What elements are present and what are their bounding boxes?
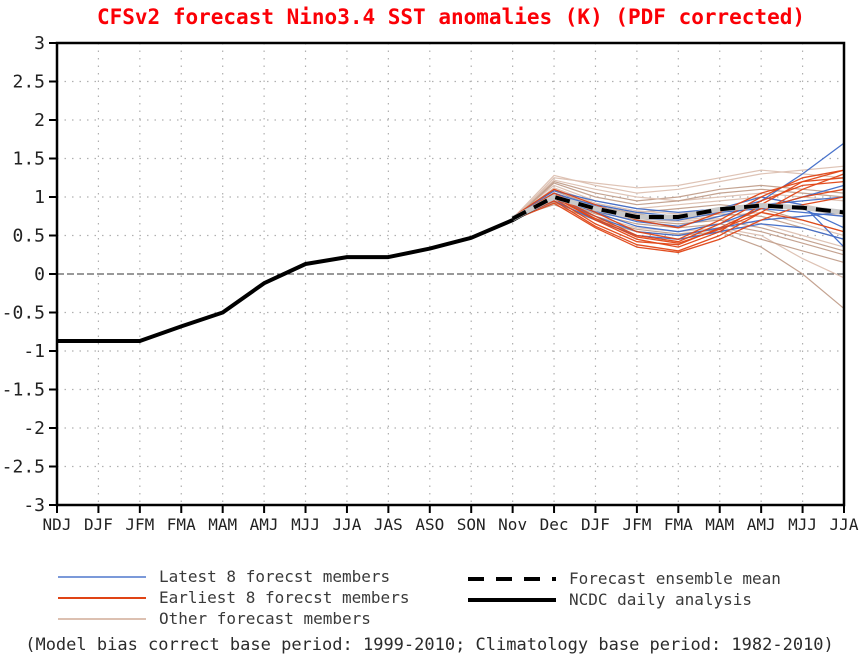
legend-item-ncdc-analysis: NCDC daily analysis [467, 589, 781, 610]
legend-item-earliest-members: Earliest 8 forecst members [57, 587, 409, 608]
legend-label: Forecast ensemble mean [569, 569, 781, 588]
legend-item-latest-members: Latest 8 forecst members [57, 566, 409, 587]
y-tick-label: 2.5 [12, 72, 45, 93]
legend-item-ensemble-mean: Forecast ensemble mean [467, 568, 781, 589]
y-tick-label: 1.5 [12, 149, 45, 170]
earliest-member-line [512, 173, 845, 252]
legend-label: Other forecast members [159, 609, 371, 628]
y-tick-label: -0.5 [2, 303, 45, 324]
x-tick-label: MJJ [291, 515, 320, 534]
other-member-line [512, 165, 845, 220]
y-tick-label: -1.5 [2, 380, 45, 401]
x-tick-label: AMJ [747, 515, 776, 534]
x-tick-label: DJF [84, 515, 113, 534]
legend: Latest 8 forecst members Earliest 8 fore… [0, 566, 859, 632]
y-tick-label: -3 [23, 495, 45, 516]
y-tick-label: 0.5 [12, 226, 45, 247]
x-tick-label: ASO [415, 515, 444, 534]
legend-left-column: Latest 8 forecst members Earliest 8 fore… [57, 566, 409, 629]
y-tick-label: 2 [34, 110, 45, 131]
x-tick-label: AMJ [250, 515, 279, 534]
legend-label: Latest 8 forecst members [159, 567, 391, 586]
y-tick-label: 3 [34, 33, 45, 54]
x-tick-label: NDJ [43, 515, 72, 534]
x-tick-label: MAM [208, 515, 237, 534]
ncdc-analysis-line [57, 195, 556, 343]
x-tick-label: MJJ [788, 515, 817, 534]
legend-item-other-members: Other forecast members [57, 608, 409, 629]
other-members-line-sample [58, 617, 146, 620]
x-tick-label: JFM [125, 515, 154, 534]
earliest-members-line-sample [58, 596, 146, 599]
earliest-member-line [512, 196, 845, 244]
legend-label: NCDC daily analysis [569, 590, 753, 609]
x-tick-label: JJA [830, 515, 859, 534]
earliest-member-line [512, 188, 845, 246]
legend-right-column: Forecast ensemble mean NCDC daily analys… [467, 568, 781, 610]
other-member-line [512, 180, 845, 220]
earliest-member-line [512, 196, 845, 254]
y-tick-label: 1 [34, 187, 45, 208]
x-tick-label: FMA [167, 515, 196, 534]
plot-border [55, 41, 846, 507]
ensemble-mean-line [511, 194, 845, 221]
x-tick-label: SON [457, 515, 486, 534]
chart-title: CFSv2 forecast Nino3.4 SST anomalies (K)… [96, 5, 805, 29]
legend-label: Earliest 8 forecst members [159, 588, 410, 607]
x-tick-label: JFM [622, 515, 651, 534]
latest-member-line [512, 192, 845, 248]
y-tick-label: -2.5 [2, 457, 45, 478]
other-member-line [512, 182, 845, 221]
x-tick-label: Nov [498, 515, 527, 534]
base-period-note: (Model bias correct base period: 1999-20… [25, 635, 834, 655]
x-tick-label: JJA [332, 515, 361, 534]
latest-members-line-sample [58, 575, 146, 578]
ncdc-analysis-line-sample [468, 597, 556, 602]
y-tick-label: -2 [23, 418, 45, 439]
earliest-member-line [512, 177, 845, 229]
x-tick-label: MAM [705, 515, 734, 534]
y-tick-label: 0 [34, 264, 45, 285]
x-tick-label: Dec [540, 515, 569, 534]
x-tick-label: JAS [374, 515, 403, 534]
ensemble-mean-line-sample [468, 576, 556, 581]
other-member-line [512, 169, 845, 221]
x-tick-label: FMA [664, 515, 693, 534]
y-tick-label: -1 [23, 341, 45, 362]
x-tick-label: DJF [581, 515, 610, 534]
